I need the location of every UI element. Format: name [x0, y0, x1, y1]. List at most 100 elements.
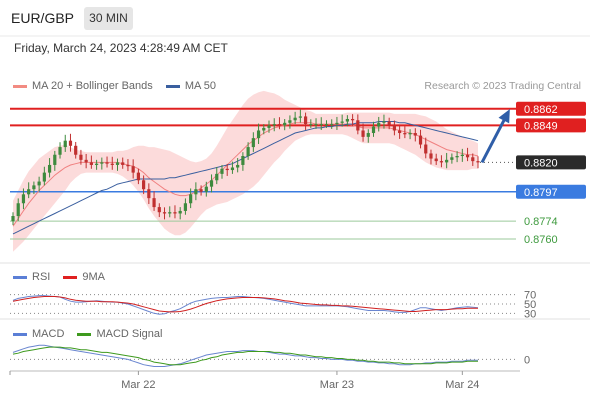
candle-body — [324, 124, 329, 126]
candle — [429, 149, 433, 165]
candle-body — [84, 159, 88, 163]
candle-body — [115, 162, 120, 165]
candle-body — [418, 135, 423, 145]
macd-legend: MACD MACD Signal — [13, 328, 162, 340]
level-box-0.8797 — [516, 184, 586, 199]
candle — [314, 118, 318, 129]
candle-body — [319, 124, 323, 126]
candle-body — [314, 124, 318, 126]
bollinger-band — [13, 90, 478, 252]
candle — [413, 128, 417, 142]
candle — [267, 120, 271, 133]
candle — [309, 119, 313, 128]
candle-body — [173, 212, 177, 214]
header-bar: EUR/GBP 30 MIN — [0, 0, 590, 36]
candle-body — [230, 167, 235, 171]
candle-body — [220, 168, 224, 174]
candle-body — [100, 162, 104, 164]
candle-body — [189, 194, 193, 204]
candle — [356, 114, 360, 135]
candle — [27, 182, 31, 199]
candle-body — [16, 203, 20, 217]
candle — [283, 118, 287, 131]
candle-body — [424, 144, 428, 154]
candle — [272, 118, 276, 132]
candle-body — [157, 207, 161, 213]
candle — [293, 111, 297, 125]
candle — [209, 174, 214, 193]
rsi-legend: RSI 9MA — [13, 271, 105, 283]
timeframe-badge[interactable]: 30 MIN — [84, 7, 133, 30]
candle-body — [403, 133, 407, 135]
candle — [471, 153, 475, 166]
candle-body — [215, 173, 219, 181]
candle-body — [450, 157, 454, 160]
candle — [330, 119, 334, 129]
candle — [241, 152, 245, 171]
candle — [251, 132, 255, 152]
candle — [58, 142, 62, 159]
macd-panel: 0 — [10, 344, 530, 367]
candle — [194, 182, 198, 201]
candle — [121, 157, 125, 169]
candle-body — [32, 185, 36, 190]
level-label-0.8862: 0.8862 — [524, 104, 558, 116]
candle — [398, 124, 402, 139]
candle — [63, 134, 67, 152]
legend-label-ma20: MA 20 + Bollinger Bands — [32, 80, 153, 92]
candle-body — [445, 159, 449, 163]
candle-body — [340, 121, 344, 123]
candle-body — [476, 161, 480, 163]
candle — [324, 120, 329, 128]
candle — [288, 115, 292, 129]
candle-body — [293, 117, 297, 121]
candle — [434, 153, 438, 165]
candle — [465, 147, 470, 162]
legend-item-ma20: MA 20 + Bollinger Bands — [13, 80, 153, 92]
candle-body — [58, 147, 62, 155]
legend-item-macd-signal: MACD Signal — [77, 328, 162, 340]
legend-label-9ma: 9MA — [82, 271, 106, 283]
level-box-0.8849 — [516, 118, 586, 133]
candle-body — [351, 118, 355, 121]
candle — [408, 129, 412, 140]
candle-body — [335, 122, 339, 125]
candle-body — [194, 189, 198, 195]
ma9-swatch — [63, 275, 78, 279]
candle — [236, 158, 240, 173]
candle-body — [110, 163, 114, 165]
candle — [136, 168, 140, 185]
timestamp: Friday, March 24, 2023 4:28:49 AM CET — [14, 41, 228, 55]
level-label-0.8820: 0.8820 — [524, 157, 558, 169]
candle-body — [27, 189, 31, 195]
level-labels-layer: 0.8862 0.8849 0.8820 0.8797 0.8774 0.8760 — [516, 101, 586, 246]
candle-body — [267, 125, 271, 128]
candle — [450, 153, 454, 164]
macd-signal-line — [12, 346, 478, 366]
legend-item-9ma: 9MA — [63, 271, 105, 283]
candle-body — [147, 189, 151, 199]
candle — [142, 175, 146, 195]
candle-body — [142, 180, 146, 190]
candle — [351, 114, 355, 127]
candle — [460, 148, 464, 162]
candle-body — [42, 172, 46, 182]
x-tick-label-Mar 23: Mar 23 — [320, 379, 354, 391]
pair-title: EUR/GBP — [11, 10, 75, 26]
level-label-0.8849: 0.8849 — [524, 120, 558, 132]
candle — [262, 124, 266, 135]
candle — [225, 163, 229, 176]
candle — [204, 181, 208, 197]
candle-body — [162, 212, 167, 214]
legend-item-ma50: MA 50 — [165, 80, 216, 92]
candle-body — [126, 164, 130, 167]
candle — [455, 151, 459, 163]
candle — [178, 207, 182, 220]
candle-body — [460, 154, 464, 157]
candle-body — [79, 154, 83, 160]
candle — [157, 203, 161, 218]
macd-line — [12, 344, 478, 367]
candle — [173, 205, 177, 219]
candle — [256, 123, 261, 145]
